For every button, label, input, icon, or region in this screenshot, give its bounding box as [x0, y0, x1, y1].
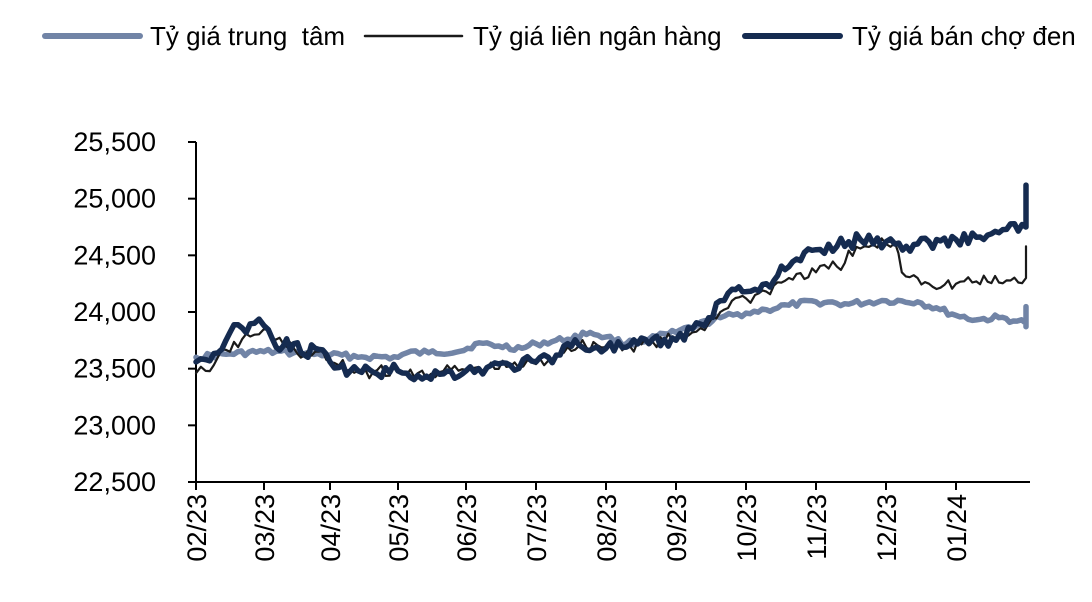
y-tick-label: 22,500	[73, 467, 156, 497]
legend-label-interbank-rate: Tỷ giá liên ngân hàng	[473, 21, 722, 51]
y-tick-label: 23,000	[73, 410, 156, 440]
y-tick-label: 23,500	[73, 354, 156, 384]
legend-label-central-rate: Tỷ giá trung tâm	[150, 21, 345, 51]
x-ticks: 02/23 03/23 04/23 05/23 06/23 07/23 08/23 09/23…	[182, 482, 972, 562]
x-tick-label: 02/23	[182, 494, 212, 562]
x-tick-label: 04/23	[316, 494, 346, 562]
legend-item-black-market-rate: Tỷ giá bán chợ đen	[742, 21, 1076, 51]
y-tick-label: 25,000	[73, 184, 156, 214]
x-tick-label: 06/23	[452, 494, 482, 562]
x-tick-label: 09/23	[662, 494, 692, 562]
series-line-black-market-rate	[193, 182, 1029, 383]
x-tick-label: 10/23	[732, 494, 762, 562]
series-line-interbank-rate	[194, 237, 1028, 380]
legend-item-interbank-rate: Tỷ giá liên ngân hàng	[363, 21, 722, 51]
x-tick-label: 07/23	[522, 494, 552, 562]
x-tick-label: 01/24	[942, 494, 972, 562]
y-tick-label: 25,500	[73, 127, 156, 157]
y-ticks: 22,500 23,000 23,500 24,000 24,500 25,000 25,5…	[73, 127, 196, 497]
x-tick-label: 12/23	[872, 494, 902, 562]
y-tick-label: 24,000	[73, 297, 156, 327]
legend-label-black-market-rate: Tỷ giá bán chợ đen	[852, 21, 1076, 51]
x-tick-label: 05/23	[384, 494, 414, 562]
legend: Tỷ giá trung tâm Tỷ giá liên ngân hàng T…	[42, 21, 1076, 51]
x-tick-label: 11/23	[802, 494, 832, 560]
plot-lines	[193, 182, 1029, 383]
x-tick-label: 03/23	[250, 494, 280, 562]
x-tick-label: 08/23	[592, 494, 622, 562]
y-tick-label: 24,500	[73, 240, 156, 270]
series-line-central-rate	[193, 297, 1029, 363]
legend-item-central-rate: Tỷ giá trung tâm	[42, 21, 345, 51]
